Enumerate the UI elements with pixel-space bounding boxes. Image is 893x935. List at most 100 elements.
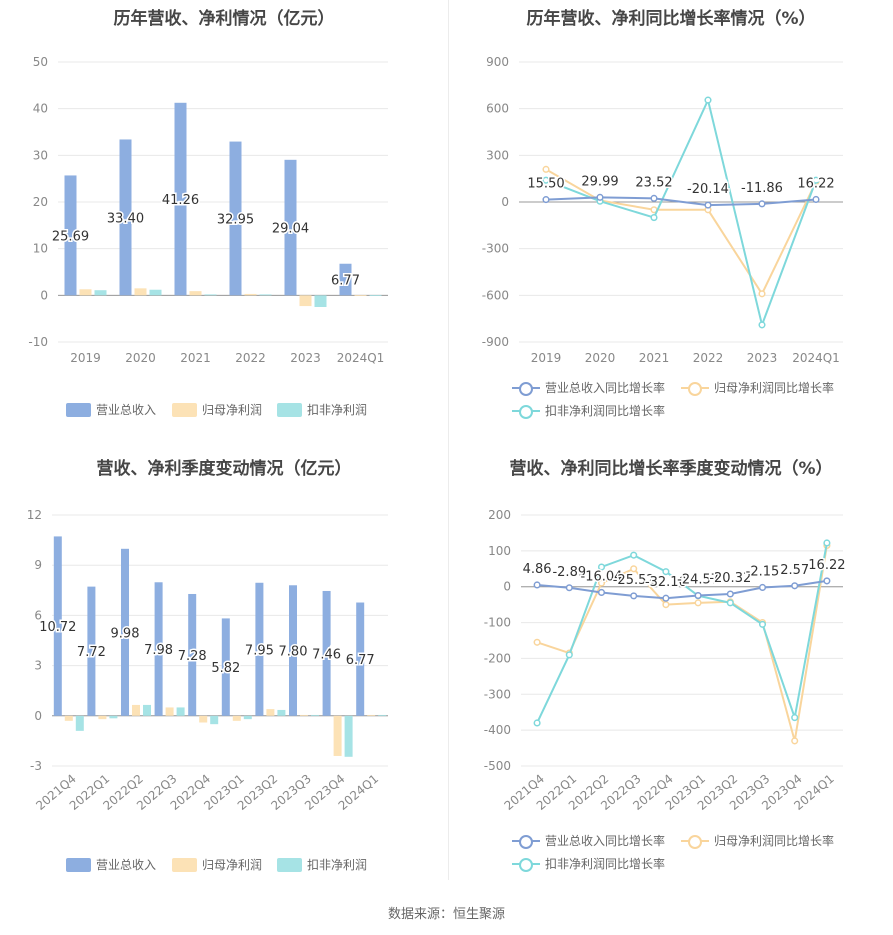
legend-item-deducted-profit[interactable]: 扣非净利润 [277, 856, 367, 873]
bar [53, 536, 62, 716]
bar [154, 582, 163, 716]
data-label: 6.77 [346, 653, 375, 668]
legend-swatch [277, 402, 302, 417]
legend-item-net-profit[interactable]: 归母净利润 [172, 856, 262, 873]
y-tick-label: -200 [484, 651, 511, 665]
y-tick-label: -400 [484, 723, 511, 737]
legend-item-net-profit-growth[interactable]: 归母净利润同比增长率 [681, 379, 834, 396]
data-point [662, 594, 670, 602]
legend-label: 扣非净利润 [307, 858, 368, 872]
legend-item-deducted-growth[interactable]: 扣非净利润同比增长率 [512, 855, 665, 872]
bar [284, 159, 297, 296]
legend-label: 营业总收入同比增长率 [545, 834, 666, 848]
legend-label: 扣非净利润同比增长率 [545, 857, 666, 871]
data-label: -11.86 [741, 181, 783, 196]
legend-label: 扣非净利润 [307, 403, 368, 417]
legend-item-deducted-profit[interactable]: 扣非净利润 [277, 401, 367, 418]
data-point [542, 196, 550, 204]
y-tick-label: 6 [34, 608, 42, 622]
data-label: 7.80 [279, 645, 308, 660]
data-point [533, 638, 541, 646]
data-point [758, 583, 767, 592]
legend-item-deducted-growth[interactable]: 扣非净利润同比增长率 [512, 402, 665, 419]
y-tick-label: 200 [488, 508, 511, 522]
chart-title: 营收、净利同比增长率季度变动情况（%） [509, 459, 833, 479]
data-point [565, 651, 573, 659]
bar [229, 141, 242, 296]
data-point [630, 565, 638, 573]
bar [259, 294, 272, 296]
quarterly-growth-chart: 2001000-100-200-300-400-5002021Q42022Q12… [484, 508, 847, 813]
y-tick-label: -600 [482, 288, 509, 302]
chart-title: 历年营收、净利情况（亿元） [113, 9, 335, 29]
data-label: 23.52 [635, 175, 672, 190]
y-tick-label: 300 [486, 148, 509, 162]
data-point [758, 290, 766, 298]
legend-item-revenue[interactable]: 营业总收入 [66, 856, 156, 873]
data-label: -24.57 [677, 573, 719, 588]
data-point [791, 737, 799, 745]
legend-swatch [512, 381, 540, 396]
chart-title: 营收、净利季度变动情况（亿元） [96, 459, 352, 479]
data-point [726, 590, 734, 598]
data-label: -2.15 [746, 564, 780, 579]
y-tick-label: 40 [33, 102, 48, 116]
y-tick-label: 20 [33, 195, 48, 209]
data-point [650, 194, 658, 202]
bar [378, 714, 387, 716]
annual-growth-panel: 历年营收、净利同比增长率情况（%） 900 600 300 0 -300 -600 -900… [449, 0, 893, 430]
data-label: -2.89 [552, 565, 586, 580]
bar [79, 289, 92, 296]
legend-item-revenue[interactable]: 营业总收入 [66, 401, 156, 418]
bar [221, 618, 230, 716]
bar [189, 291, 202, 296]
data-point [533, 581, 541, 589]
series-line [537, 579, 828, 600]
x-tick-label: 2024Q1 [337, 351, 385, 365]
data-point [662, 601, 670, 609]
annual-amounts-chart: 50 40 30 20 10 0 -10 2019 2020 2021 2022 2023 2024Q1… [28, 55, 388, 365]
bar [339, 263, 352, 296]
x-tick-label: 2019 [70, 351, 101, 365]
bar [64, 715, 73, 721]
bar [369, 295, 382, 296]
data-point [597, 579, 606, 587]
data-label: 4.86 [523, 562, 552, 577]
y-tick-label: -3 [30, 759, 42, 773]
legend-item-revenue-growth[interactable]: 营业总收入同比增长率 [512, 832, 665, 849]
data-label: 7.95 [245, 643, 274, 658]
bar [64, 175, 77, 296]
legend-item-net-profit[interactable]: 归母净利润 [172, 401, 262, 418]
x-tick-label: 2020 [585, 351, 616, 365]
x-tick-label: 2024Q1 [792, 351, 840, 365]
legend-swatch [277, 857, 302, 872]
bar [143, 704, 151, 716]
y-tick-label: 900 [486, 55, 509, 69]
bar [119, 139, 132, 296]
data-point [650, 214, 658, 222]
data-label: 25.69 [52, 229, 89, 244]
bar [109, 715, 118, 719]
x-tick-label: 2019 [531, 351, 562, 365]
data-label: 29.99 [581, 174, 618, 189]
y-tick-label: -300 [482, 242, 509, 256]
y-tick-label: -100 [484, 616, 511, 630]
data-label: 32.95 [217, 212, 254, 227]
legend-label: 归母净利润 [202, 858, 263, 872]
data-point [812, 176, 820, 184]
legend-swatch [681, 381, 709, 396]
chart-legend: 营业总收入 归母净利润 扣非净利润 [0, 395, 448, 418]
data-label: 15.50 [527, 177, 564, 192]
data-point [597, 563, 606, 571]
bar [311, 714, 319, 716]
y-tick-label: -300 [484, 687, 511, 701]
series-line [536, 542, 828, 724]
legend-item-net-profit-growth[interactable]: 归母净利润同比增长率 [681, 832, 834, 849]
data-label: -16.04 [581, 569, 623, 584]
data-label: -20.14 [687, 182, 729, 197]
data-point [758, 200, 766, 208]
data-label: 33.40 [107, 211, 144, 226]
legend-swatch [66, 857, 91, 872]
data-point [630, 551, 638, 559]
legend-item-revenue-growth[interactable]: 营业总收入同比增长率 [512, 379, 665, 396]
